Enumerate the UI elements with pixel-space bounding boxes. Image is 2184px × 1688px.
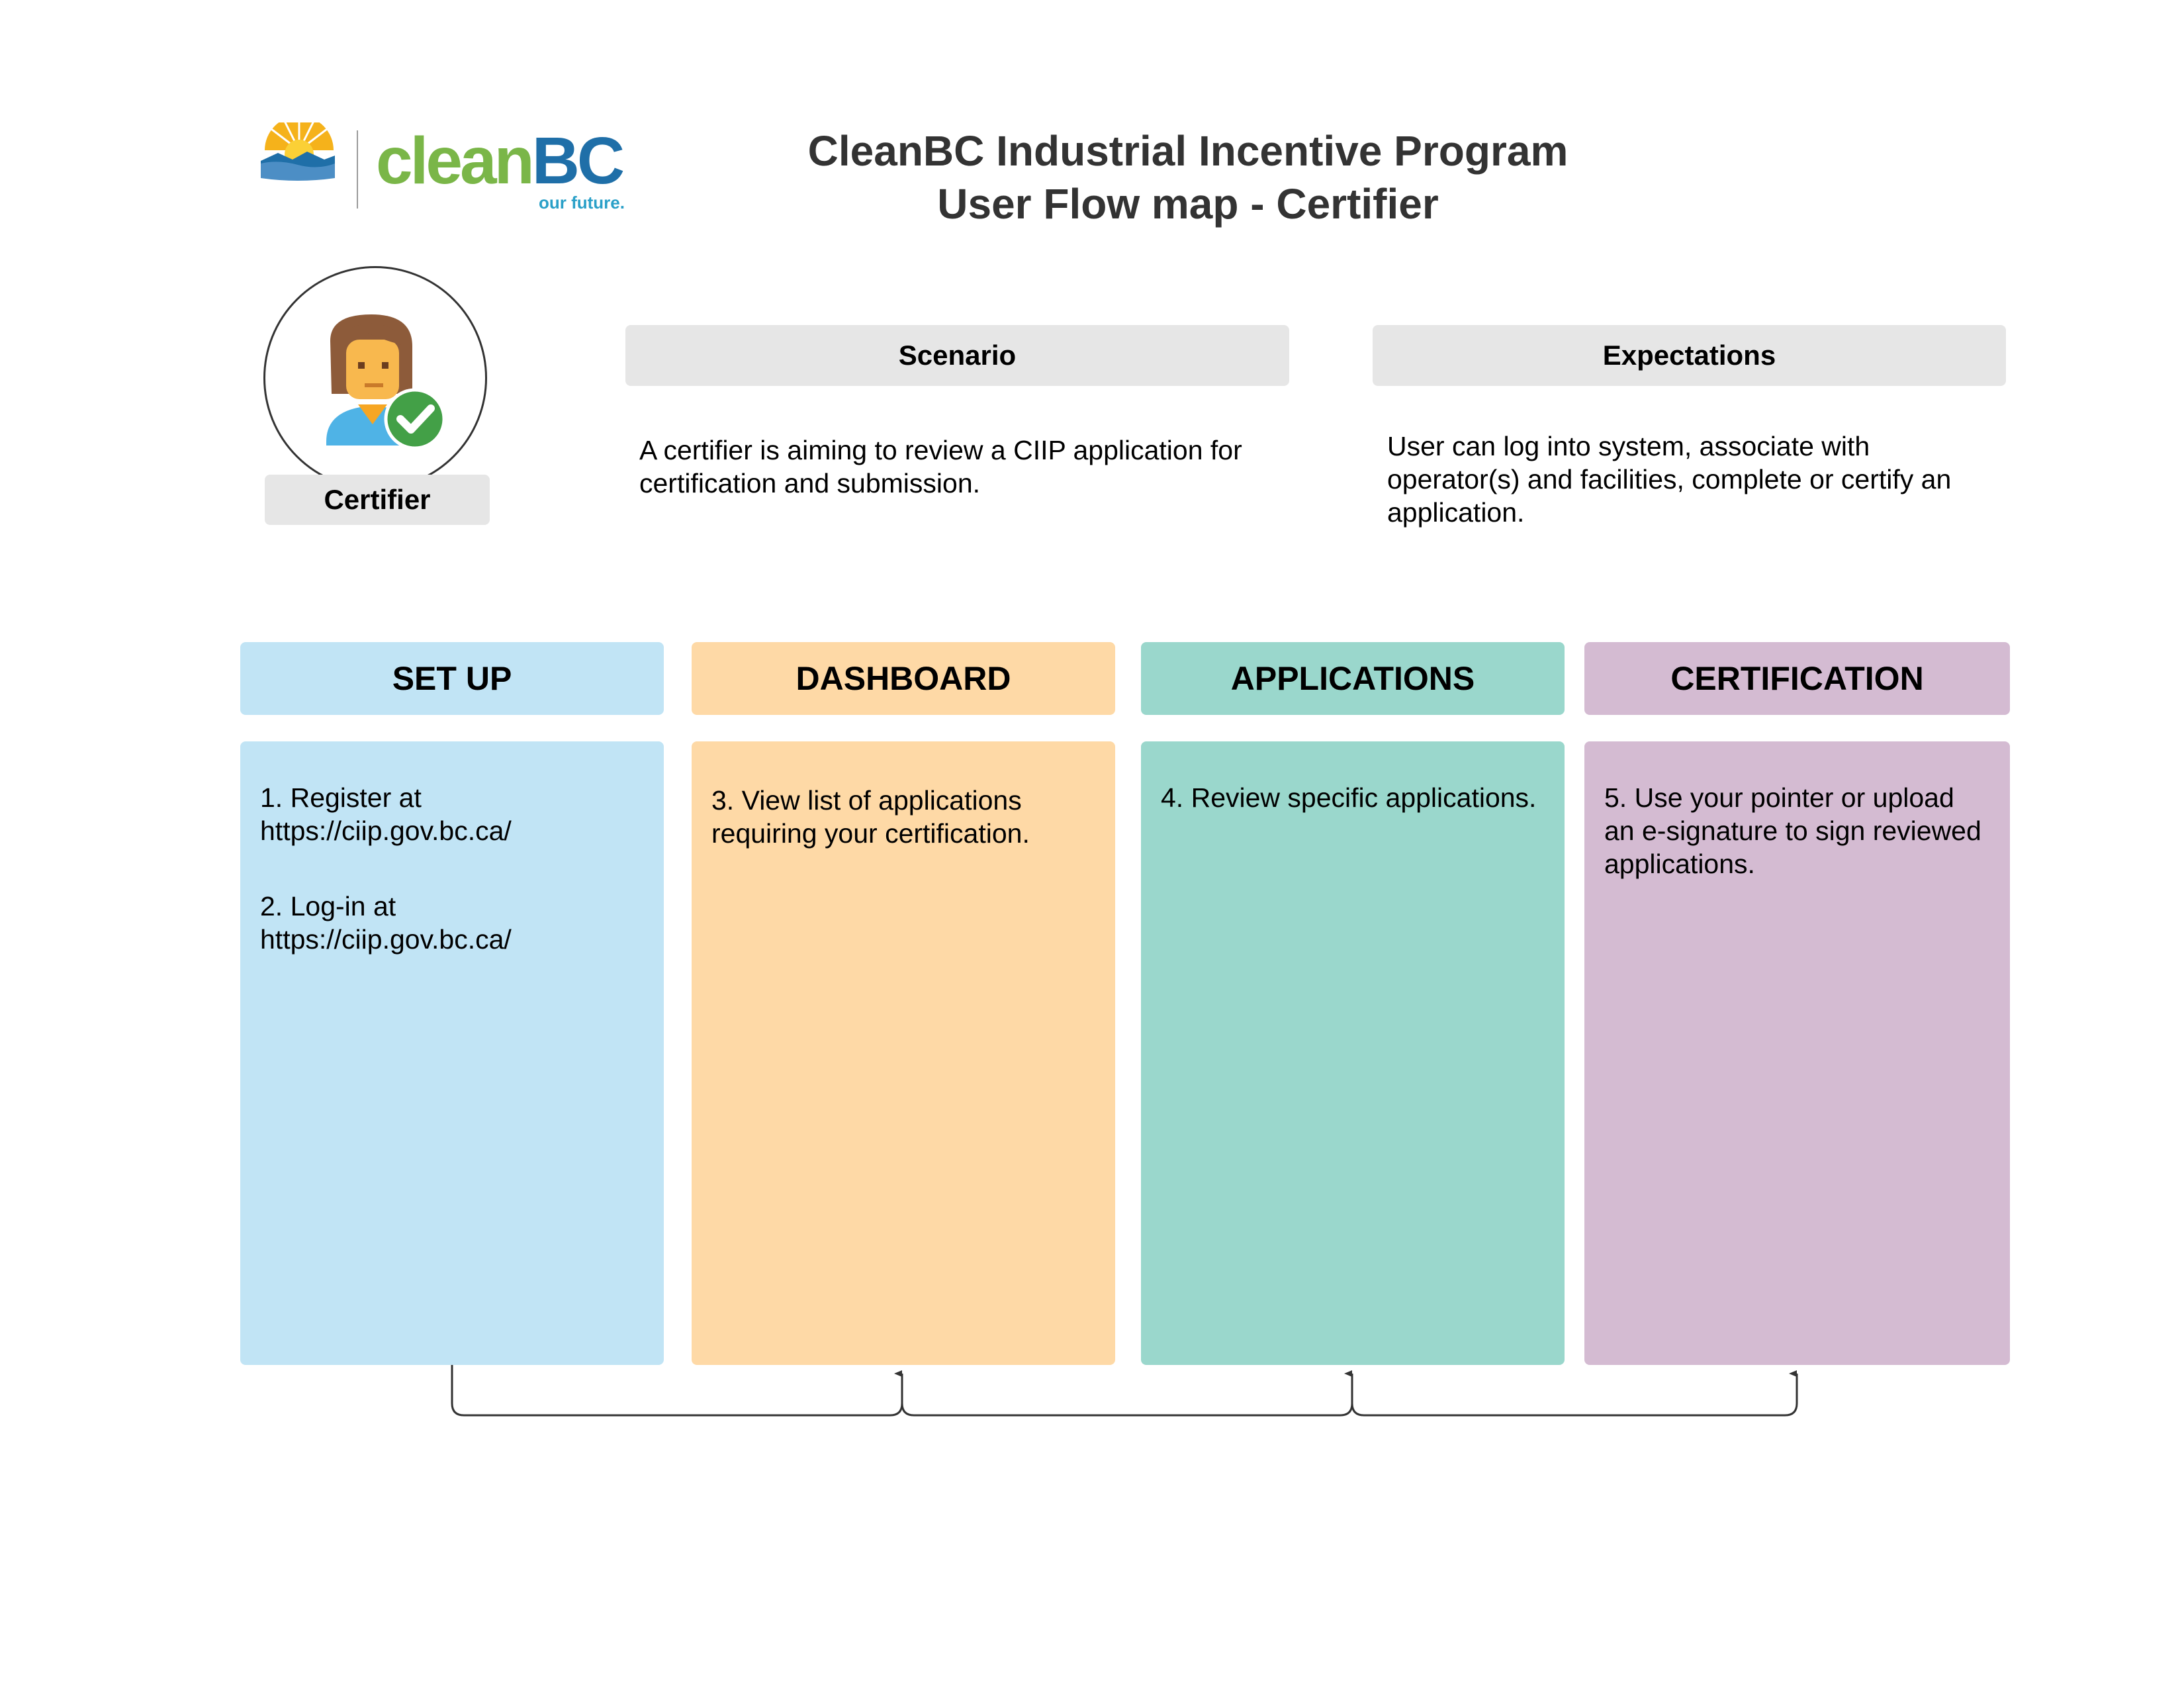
step-register: 1. Register at https://ciip.gov.bc.ca/ — [260, 782, 512, 846]
step-view-list: 3. View list of applications requiring y… — [711, 785, 1030, 849]
step-review: 4. Review specific applications. — [1161, 782, 1537, 813]
expectations-heading: Expectations — [1373, 325, 2006, 386]
stage-header-setup: SET UP — [240, 642, 664, 715]
logo-text-clean: clean — [376, 124, 535, 198]
stage-header-applications: APPLICATIONS — [1141, 642, 1565, 715]
expectations-text: User can log into system, associate with… — [1387, 431, 1952, 528]
title-line-2: User Flow map - Certifier — [937, 180, 1439, 228]
connector-setup-dashboard — [451, 1365, 903, 1417]
persona-label: Certifier — [265, 475, 490, 525]
stage-header-certification: CERTIFICATION — [1584, 642, 2010, 715]
stage-card-certification: 5. Use your pointer or upload an e-signa… — [1584, 741, 2010, 1365]
persona-avatar — [263, 266, 487, 490]
connector-dashboard-applications — [901, 1370, 1353, 1417]
step-login: 2. Log-in at https://ciip.gov.bc.ca/ — [260, 891, 512, 955]
stage-header-dashboard: DASHBOARD — [692, 642, 1115, 715]
bc-sun-icon — [261, 116, 358, 209]
scenario-heading: Scenario — [625, 325, 1289, 386]
logo-text-bc: BC — [531, 124, 625, 198]
logo-tagline: our future. — [539, 193, 625, 212]
stage-card-applications: 4. Review specific applications. — [1141, 741, 1565, 1365]
check-badge-icon — [384, 388, 446, 450]
title-line-1: CleanBC Industrial Incentive Program — [807, 127, 1569, 175]
certifier-avatar-icon — [326, 314, 446, 450]
scenario-text: A certifier is aiming to review a CIIP a… — [639, 435, 1242, 498]
cleanbc-logo: cleanBC our future. — [258, 116, 635, 215]
step-sign: 5. Use your pointer or upload an e-signa… — [1604, 782, 1989, 879]
stage-card-dashboard: 3. View list of applications requiring y… — [692, 741, 1115, 1365]
page-title: CleanBC Industrial Incentive Program Use… — [715, 124, 1661, 230]
connector-applications-certification — [1351, 1370, 1798, 1417]
stage-card-setup: 1. Register at https://ciip.gov.bc.ca/ 2… — [240, 741, 664, 1365]
